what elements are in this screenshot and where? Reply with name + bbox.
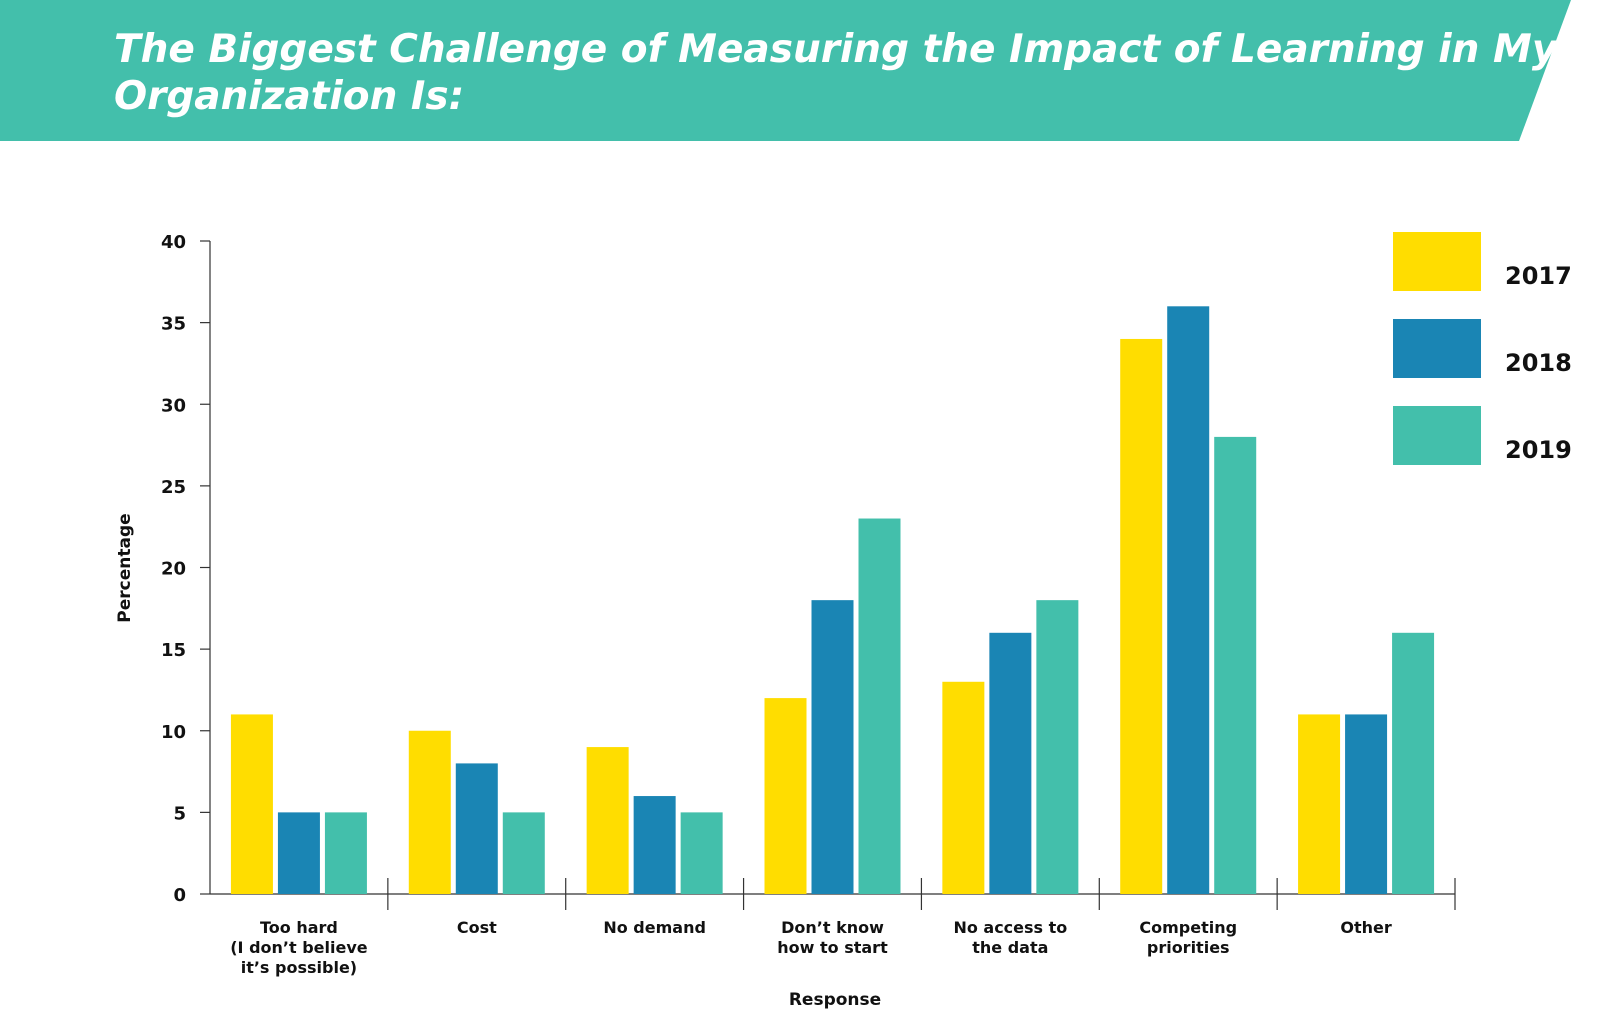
category-label: priorities [1147,938,1230,957]
bars [230,306,1435,894]
legend-label-2017: 2017 [1505,262,1572,290]
chart-title-line-2: Organization Is: [114,74,464,119]
bar-2019-5 [1214,436,1257,894]
bar-2017-2 [586,747,629,894]
category-label: Other [1340,918,1391,937]
bar-2018-2 [633,796,676,894]
legend-swatch-2017 [1393,232,1481,291]
category-label: how to start [777,938,888,957]
legend-swatch-2019 [1393,406,1481,465]
y-tick-label: 0 [173,885,186,906]
bar-2019-6 [1392,632,1435,894]
y-tick-label: 5 [173,803,186,824]
category-label: (I don’t believe [230,938,368,957]
title-banner [0,0,1571,141]
bar-2017-3 [764,698,807,894]
y-tick-label: 35 [161,314,186,335]
bar-2017-4 [942,681,985,894]
bar-2018-6 [1345,714,1388,894]
y-tick-label: 15 [161,640,186,661]
category-label: No demand [603,918,706,937]
category-label: Cost [457,918,497,937]
axes: 0 5 10 15 20 25 30 35 40 [161,232,1456,910]
category-label: the data [972,938,1048,957]
bar-2018-4 [989,632,1032,894]
category-label: Competing [1139,918,1237,937]
y-tick-label: 10 [161,722,186,743]
x-axis-title: Response [789,990,881,1010]
category-label: No access to [953,918,1067,937]
y-axis-title: Percentage [115,513,135,622]
category-label: Too hard [260,918,338,937]
category-label: Don’t know [781,918,884,937]
category-label: it’s possible) [241,958,357,977]
y-tick-label: 20 [161,559,186,580]
chart-title-line-1: The Biggest Challenge of Measuring the I… [114,27,1559,72]
bar-2019-2 [680,812,723,894]
bar-2017-1 [408,730,451,894]
bar-2018-3 [811,600,854,894]
bar-2019-0 [324,812,367,894]
bar-2018-5 [1167,306,1210,894]
bar-2019-1 [502,812,545,894]
bar-2017-6 [1298,714,1341,894]
legend-label-2018: 2018 [1505,349,1572,377]
bar-2019-4 [1036,600,1079,894]
y-tick-label: 40 [161,232,186,253]
bar-2018-0 [277,812,320,894]
bar-2017-0 [230,714,273,894]
legend-swatch-2018 [1393,319,1481,378]
y-tick-label: 25 [161,477,186,498]
bar-2019-3 [858,518,901,894]
y-tick-label: 30 [161,395,186,416]
bar-2017-5 [1120,338,1163,894]
legend: 2017 2018 2019 [1393,232,1572,465]
legend-label-2019: 2019 [1505,436,1572,464]
bar-2018-1 [455,763,498,894]
